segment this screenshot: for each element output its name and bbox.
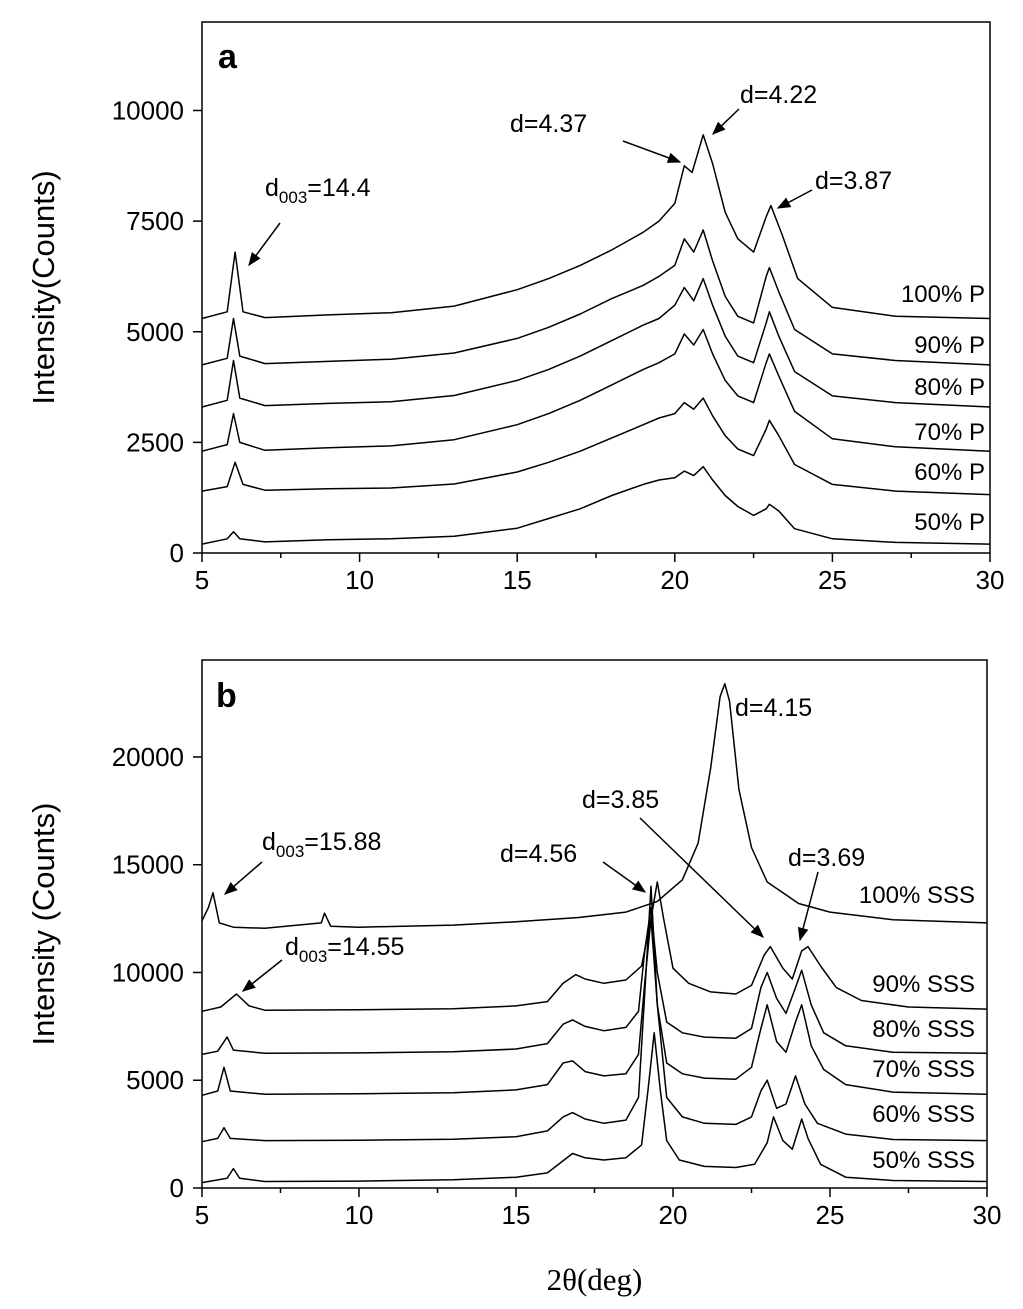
y-tick-label: 5000 bbox=[126, 1065, 184, 1095]
y-tick-label: 0 bbox=[170, 538, 184, 568]
series-line bbox=[201, 907, 988, 1056]
peak-annotation: d=3.87 bbox=[815, 167, 892, 195]
annotation-main: d=3.85 bbox=[582, 786, 659, 814]
series-line bbox=[201, 465, 991, 545]
annotation-main: d=3.87 bbox=[815, 167, 892, 195]
y-tick-label: 0 bbox=[170, 1173, 184, 1203]
plot-frame bbox=[201, 21, 991, 554]
annotation-arrow bbox=[639, 817, 764, 938]
x-tick-label: 5 bbox=[195, 565, 209, 595]
annotation-suffix: =14.4 bbox=[307, 174, 370, 202]
series-label: 100% SSS bbox=[859, 882, 975, 909]
annotation-subscript: 003 bbox=[276, 842, 304, 861]
series-label: 90% SSS bbox=[872, 971, 975, 998]
annotation-main: d bbox=[285, 933, 299, 961]
peak-annotation: d003=15.88 bbox=[262, 828, 381, 861]
annotation-main: d=3.69 bbox=[788, 844, 865, 872]
series-label: 80% SSS bbox=[872, 1016, 975, 1043]
x-tick-label: 30 bbox=[973, 1200, 1002, 1230]
y-tick-label: 5000 bbox=[126, 317, 184, 347]
y-axis-label: Intensity(Counts) bbox=[26, 170, 61, 404]
series-line bbox=[201, 881, 988, 1013]
annotation-subscript: 003 bbox=[299, 947, 327, 966]
y-tick-label: 15000 bbox=[112, 850, 184, 880]
series-line bbox=[201, 397, 991, 496]
x-tick-label: 5 bbox=[195, 1200, 209, 1230]
series-label: 50% SSS bbox=[872, 1147, 975, 1174]
peak-annotation: d=4.56 bbox=[500, 840, 577, 868]
x-tick-label: 10 bbox=[345, 1200, 374, 1230]
series-label: 60% SSS bbox=[872, 1101, 975, 1128]
annotation-main: d=4.15 bbox=[735, 694, 812, 722]
annotation-arrow bbox=[712, 108, 740, 135]
series-line bbox=[201, 229, 991, 366]
series-line bbox=[201, 1032, 988, 1184]
y-tick-label: 7500 bbox=[126, 206, 184, 236]
x-tick-label: 20 bbox=[660, 565, 689, 595]
panel-a: 5 10 15 20 25 30 0 2500 5000 7500 10000 Intensity(C… bbox=[26, 21, 1005, 595]
y-tick-label: 10000 bbox=[112, 957, 184, 987]
annotation-main: d=4.56 bbox=[500, 840, 577, 868]
series-label: 50% P bbox=[914, 509, 985, 536]
series-line bbox=[201, 917, 988, 1097]
y-axis-label: Intensity (Counts) bbox=[26, 803, 61, 1046]
peak-annotation: d=4.22 bbox=[740, 81, 817, 109]
annotation-arrow bbox=[602, 861, 647, 893]
x-tick-label: 10 bbox=[345, 565, 374, 595]
series-label: 70% P bbox=[914, 419, 985, 446]
x-tick-label: 25 bbox=[816, 1200, 845, 1230]
y-tick-label: 2500 bbox=[126, 427, 184, 457]
series-label: 100% P bbox=[901, 281, 985, 308]
x-tick-label: 20 bbox=[659, 1200, 688, 1230]
series-label: 60% P bbox=[914, 459, 985, 486]
series-label: 70% SSS bbox=[872, 1056, 975, 1083]
annotation-subscript: 003 bbox=[279, 188, 307, 207]
x-tick-label: 15 bbox=[503, 565, 532, 595]
x-tick-label: 25 bbox=[818, 565, 847, 595]
series-line bbox=[201, 328, 991, 452]
annotation-arrow bbox=[797, 871, 819, 942]
annotation-main: d bbox=[265, 174, 279, 202]
series-line bbox=[201, 277, 991, 408]
plot-frame bbox=[201, 659, 988, 1189]
annotation-main: d=4.22 bbox=[740, 81, 817, 109]
y-tick-label: 20000 bbox=[112, 742, 184, 772]
series-line bbox=[201, 682, 988, 930]
series-label: 80% P bbox=[914, 374, 985, 401]
annotation-main: d=4.37 bbox=[510, 110, 587, 138]
peak-annotation: d=4.37 bbox=[510, 110, 587, 138]
series-label: 90% P bbox=[914, 332, 985, 359]
series-line bbox=[201, 134, 991, 320]
peak-annotation: d=4.15 bbox=[735, 694, 812, 722]
annotation-suffix: =14.55 bbox=[327, 933, 404, 961]
peak-annotation: d003=14.55 bbox=[285, 933, 404, 966]
peak-annotation: d003=14.4 bbox=[265, 174, 371, 207]
y-tick-label: 10000 bbox=[112, 96, 184, 126]
annotation-arrow bbox=[248, 222, 281, 267]
annotation-main: d bbox=[262, 828, 276, 856]
x-tick-label: 15 bbox=[502, 1200, 531, 1230]
annotation-suffix: =15.88 bbox=[304, 828, 381, 856]
annotation-arrow bbox=[241, 959, 283, 992]
x-axis-label: 2θ(deg) bbox=[547, 1262, 643, 1297]
peak-annotation: d=3.69 bbox=[788, 844, 865, 872]
x-tick-label: 30 bbox=[976, 565, 1005, 595]
annotation-arrow bbox=[223, 861, 263, 895]
panel-b: 5 10 15 20 25 30 0 5000 10000 15000 20000 Intensity… bbox=[26, 659, 1002, 1297]
panel-letter: b bbox=[216, 677, 237, 715]
annotation-arrow bbox=[622, 140, 682, 163]
series-line bbox=[201, 885, 988, 1143]
panel-letter: a bbox=[218, 38, 238, 76]
annotation-arrow bbox=[776, 189, 813, 209]
peak-annotation: d=3.85 bbox=[582, 786, 659, 814]
